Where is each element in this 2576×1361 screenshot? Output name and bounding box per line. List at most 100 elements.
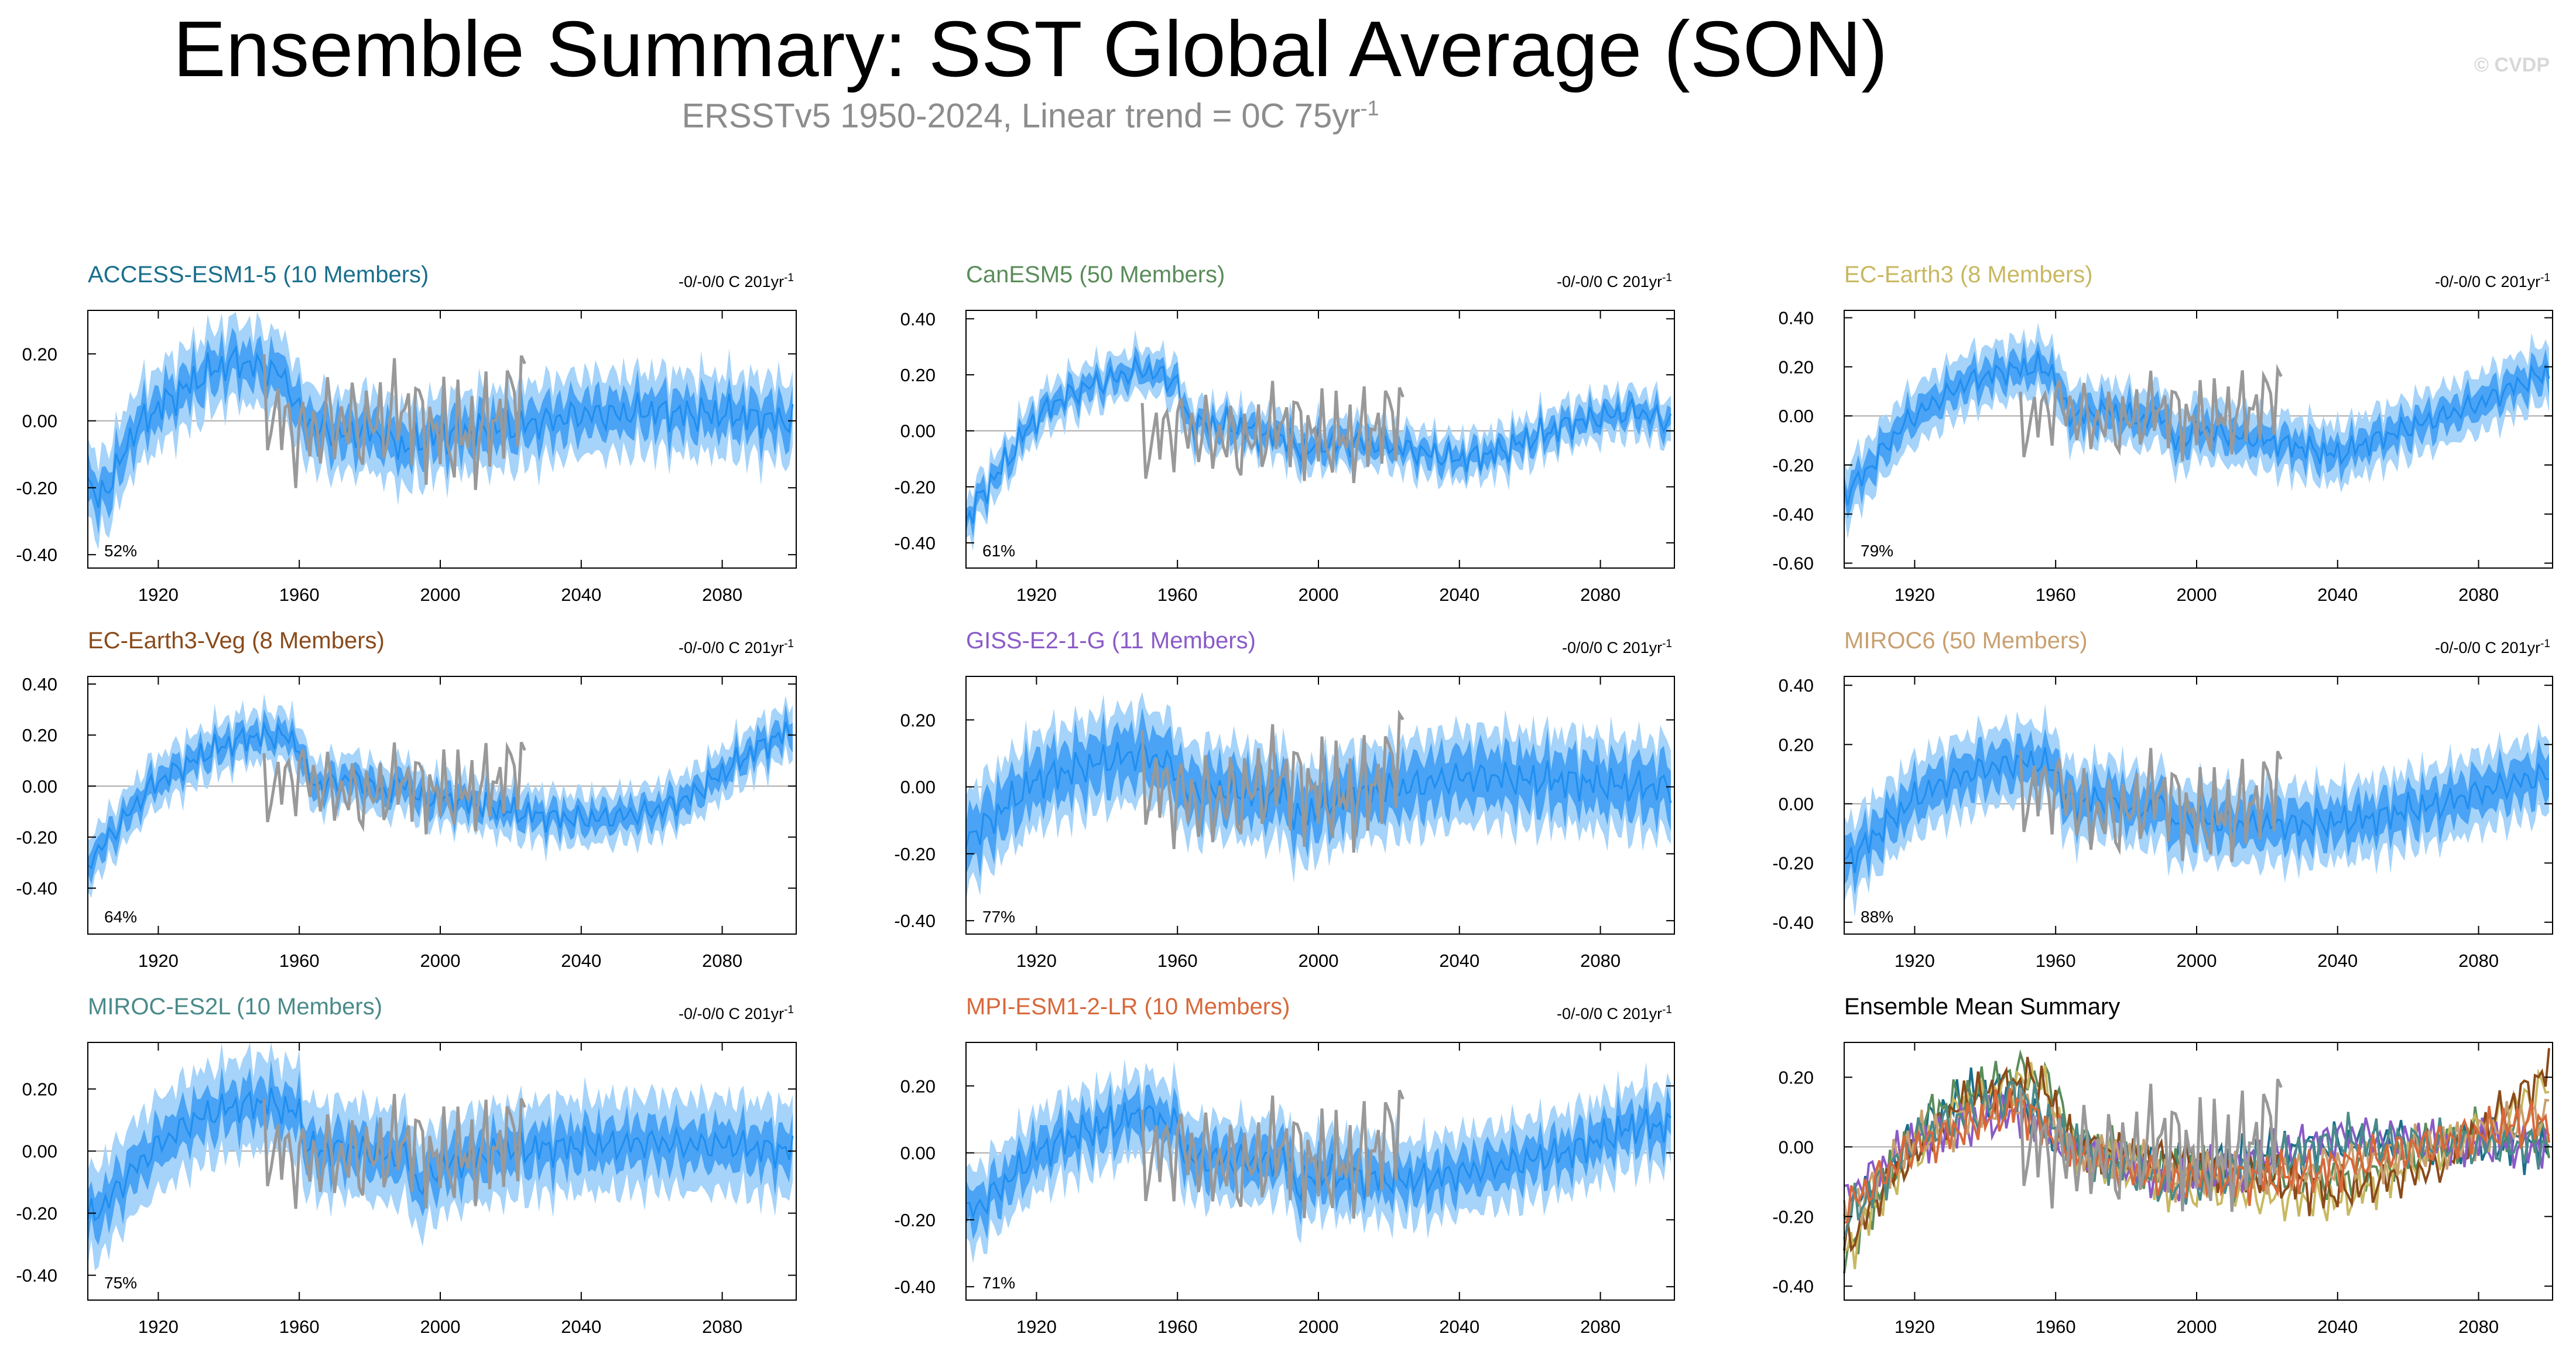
trend-text: -0/0/0 C 201yr [1562, 639, 1662, 656]
x-tick-label: 1960 [279, 584, 320, 605]
trend-text: -0/-0/0 C 201yr [1557, 1005, 1662, 1023]
x-tick-label: 1960 [1157, 950, 1198, 971]
panel-title: Ensemble Mean Summary [1844, 994, 2120, 1020]
panel-title: CanESM5 (50 Members) [966, 262, 1225, 288]
y-tick-label: 0.20 [900, 365, 936, 385]
y-tick-label: -0.40 [16, 1266, 57, 1286]
x-tick-label: 1960 [1157, 584, 1198, 605]
trend-superscript: -1 [784, 1004, 794, 1016]
trend-superscript: -1 [784, 272, 794, 284]
x-tick-label: 2080 [702, 584, 742, 605]
percent-label: 77% [982, 908, 1015, 926]
y-tick-label: -0.40 [16, 878, 57, 899]
trend-superscript: -1 [1662, 1004, 1672, 1016]
x-tick-label: 2000 [420, 584, 461, 605]
y-tick-label: 0.20 [900, 710, 936, 730]
y-tick-label: -0.40 [894, 533, 936, 553]
x-tick-label: 1960 [2036, 1316, 2076, 1337]
x-tick-label: 2000 [1299, 1316, 1339, 1337]
y-tick-label: -0.20 [894, 477, 936, 497]
y-tick-label: 0.00 [22, 411, 57, 432]
y-tick-label: -0.20 [1772, 1206, 1814, 1227]
x-tick-label: 1920 [1895, 584, 1935, 605]
trend-superscript: -1 [1662, 638, 1672, 650]
observations-line [262, 1093, 526, 1209]
plot-frame [965, 676, 1675, 935]
y-tick-label: -0.20 [16, 827, 57, 847]
x-tick-label: 2000 [420, 1316, 461, 1337]
trend-text: -0/-0/0 C 201yr [1557, 273, 1662, 290]
y-tick-label: 0.20 [1779, 734, 1814, 755]
panel-3: EC-Earth3 (8 Members) -0/-0/0 C 201yr-1 0.… [1772, 262, 2553, 605]
plot-frame [965, 1042, 1675, 1301]
trend-superscript: -1 [2540, 638, 2550, 650]
x-tick-label: 2080 [2458, 1316, 2499, 1337]
x-tick-label: 2080 [1580, 950, 1621, 971]
x-tick-label: 2000 [2177, 950, 2217, 971]
x-tick-label: 1960 [279, 1316, 320, 1337]
y-tick-label: -0.20 [16, 478, 57, 498]
y-tick-label: -0.40 [894, 1277, 936, 1297]
ensemble-mean-line [965, 354, 1672, 524]
y-tick-label: -0.20 [1772, 853, 1814, 874]
x-tick-label: 1920 [1016, 1316, 1057, 1337]
y-tick-label: 0.00 [22, 1141, 57, 1162]
trend-superscript: -1 [2540, 272, 2550, 284]
plot-frame [87, 1042, 797, 1301]
subtitle-text: ERSSTv5 1950-2024, Linear trend = 0C 75y… [681, 97, 1361, 135]
plot-frame [1844, 310, 2553, 569]
panel-title: EC-Earth3-Veg (8 Members) [88, 628, 385, 654]
panel-trend: -0/-0/0 C 201yr-1 [679, 638, 794, 656]
x-tick-label: 1960 [2036, 950, 2076, 971]
x-tick-label: 1920 [1895, 1316, 1935, 1337]
y-tick-label: 0.20 [22, 344, 57, 364]
x-tick-label: 2040 [2317, 1316, 2358, 1337]
panel-trend: -0/-0/0 C 201yr-1 [1557, 1004, 1672, 1023]
observations-line [2019, 748, 2283, 863]
trend-superscript: -1 [784, 638, 794, 650]
x-tick-label: 2040 [561, 584, 601, 605]
percent-label: 71% [982, 1274, 1015, 1292]
panel-trend: -0/-0/0 C 201yr-1 [679, 1004, 794, 1023]
y-tick-label: 0.00 [1779, 794, 1814, 814]
panel-trend: -0/0/0 C 201yr-1 [1562, 638, 1672, 656]
panel-6: MIROC6 (50 Members) -0/-0/0 C 201yr-1 0.40… [1772, 628, 2553, 971]
panel-5: GISS-E2-1-G (11 Members) -0/0/0 C 201yr-1… [894, 628, 1675, 971]
x-tick-label: 2040 [1439, 1316, 1479, 1337]
plot-frame [1844, 1042, 2553, 1301]
trend-text: -0/-0/0 C 201yr [679, 273, 784, 290]
x-tick-label: 2040 [561, 950, 601, 971]
y-tick-label: 0.00 [900, 1143, 936, 1164]
panel-title: GISS-E2-1-G (11 Members) [966, 628, 1256, 654]
x-tick-label: 1960 [2036, 584, 2076, 605]
y-tick-label: 0.20 [1779, 357, 1814, 377]
x-tick-label: 2000 [1299, 584, 1339, 605]
y-tick-label: 0.00 [22, 776, 57, 796]
panel-title: MIROC-ES2L (10 Members) [88, 994, 382, 1020]
x-tick-label: 2080 [702, 1316, 742, 1337]
y-tick-label: -0.40 [1772, 1276, 1814, 1297]
y-tick-label: 0.40 [22, 674, 57, 695]
panel-2: CanESM5 (50 Members) -0/-0/0 C 201yr-1 0.4… [894, 262, 1675, 605]
x-tick-label: 2080 [2458, 584, 2499, 605]
plot-frame [965, 310, 1675, 569]
figure-subtitle: ERSSTv5 1950-2024, Linear trend = 0C 75y… [0, 97, 2061, 135]
trend-text: -0/-0/0 C 201yr [679, 639, 784, 656]
y-tick-label: -0.20 [1772, 455, 1814, 476]
x-tick-label: 2000 [2177, 1316, 2217, 1337]
panel-1: ACCESS-ESM1-5 (10 Members) -0/-0/0 C 201y… [16, 262, 797, 605]
percent-label: 52% [104, 542, 137, 560]
panel-4: EC-Earth3-Veg (8 Members) -0/-0/0 C 201yr… [16, 628, 797, 971]
y-tick-label: -0.40 [16, 545, 57, 565]
x-tick-label: 2080 [1580, 1316, 1621, 1337]
plot-frame [87, 676, 797, 935]
subtitle-superscript: -1 [1360, 96, 1379, 120]
x-tick-label: 2080 [1580, 584, 1621, 605]
percent-label: 75% [104, 1274, 137, 1292]
observations-line [1140, 1089, 1405, 1219]
x-tick-label: 2080 [2458, 950, 2499, 971]
panel-trend: -0/-0/0 C 201yr-1 [2435, 638, 2550, 656]
panel-7: MIROC-ES2L (10 Members) -0/-0/0 C 201yr-1… [16, 994, 797, 1337]
y-tick-label: 0.20 [900, 1076, 936, 1096]
plot-frame [1844, 676, 2553, 935]
